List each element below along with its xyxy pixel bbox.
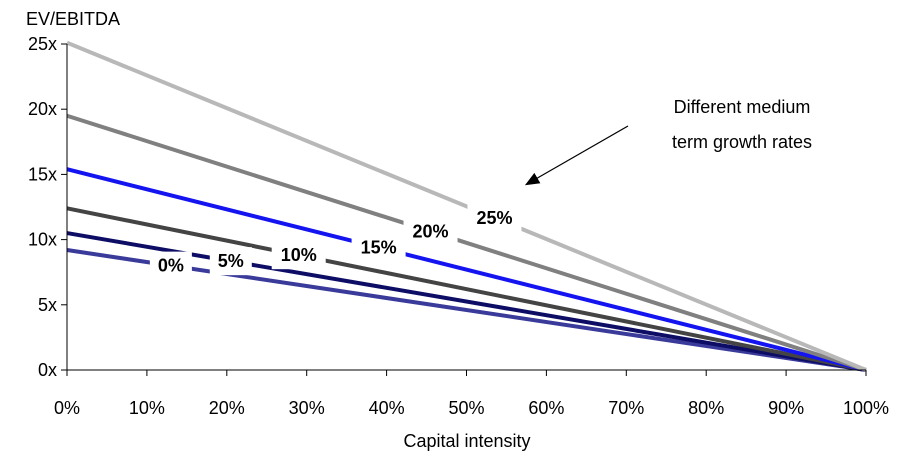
series-line-10pct bbox=[66, 206, 867, 372]
y-ticks: 0x 5x 10x 15x 20x 25x bbox=[28, 34, 67, 380]
series-label-20pct: 20% bbox=[413, 221, 449, 241]
series-line-25pct bbox=[66, 40, 867, 372]
annotation-line-1: Different medium bbox=[674, 97, 811, 117]
y-axis-title: EV/EBITDA bbox=[26, 9, 120, 29]
series-label-5pct: 5% bbox=[218, 251, 244, 271]
series-label-25pct: 25% bbox=[476, 208, 512, 228]
series-line-5pct bbox=[66, 231, 867, 372]
x-tick-label: 40% bbox=[369, 398, 405, 418]
x-tick-label: 80% bbox=[688, 398, 724, 418]
series-line-0pct bbox=[66, 248, 867, 372]
x-tick-label: 70% bbox=[608, 398, 644, 418]
x-tick-label: 50% bbox=[448, 398, 484, 418]
series-line-20pct bbox=[66, 113, 867, 372]
x-tick-label: 60% bbox=[528, 398, 564, 418]
series-line-15pct bbox=[66, 167, 867, 372]
series-label-10pct: 10% bbox=[281, 245, 317, 265]
series-label-bg bbox=[403, 217, 458, 246]
series-label-bg bbox=[149, 251, 192, 280]
series-label-15pct: 15% bbox=[361, 238, 397, 258]
series-label-bg bbox=[209, 247, 252, 276]
x-tick-label: 0% bbox=[54, 398, 80, 418]
series-labels: 0% 5% 10% 15% 20% 25% bbox=[149, 203, 522, 280]
y-tick-label: 15x bbox=[28, 164, 57, 184]
annotation-line-2: term growth rates bbox=[672, 132, 812, 152]
y-tick-label: 25x bbox=[28, 34, 57, 54]
series-label-bg bbox=[467, 203, 522, 232]
x-tick-label: 30% bbox=[289, 398, 325, 418]
x-tick-label: 100% bbox=[843, 398, 889, 418]
x-tick-label: 90% bbox=[768, 398, 804, 418]
series-layer bbox=[66, 40, 867, 372]
x-ticks: 0% 10% 20% 30% 40% 50% 60% 70% 80% 90% 100% bbox=[54, 370, 889, 418]
series-label-0pct: 0% bbox=[158, 256, 184, 276]
arrow-icon bbox=[524, 125, 629, 186]
annotation: Different medium term growth rates bbox=[524, 97, 812, 186]
x-tick-label: 20% bbox=[209, 398, 245, 418]
y-tick-label: 0x bbox=[38, 360, 57, 380]
x-axis-title: Capital intensity bbox=[403, 431, 530, 451]
y-tick-label: 10x bbox=[28, 230, 57, 250]
y-tick-label: 20x bbox=[28, 99, 57, 119]
y-tick-label: 5x bbox=[38, 295, 57, 315]
x-tick-label: 10% bbox=[129, 398, 165, 418]
series-label-bg bbox=[351, 233, 406, 262]
series-label-bg bbox=[271, 241, 326, 270]
